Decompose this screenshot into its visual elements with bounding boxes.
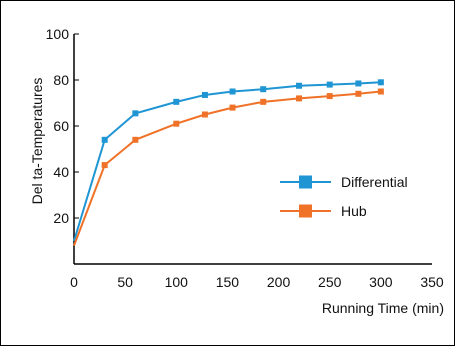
series-marker (377, 79, 384, 86)
legend: Differential Hub (280, 174, 408, 219)
legend-label: Differential (341, 174, 408, 190)
series-marker (201, 111, 208, 118)
series-marker (296, 95, 303, 102)
y-axis-label: Del ta-Temperatures (29, 78, 45, 205)
y-tick-label: 20 (53, 210, 69, 226)
x-axis-label: Running Time (min) (322, 300, 444, 316)
y-tick-label: 100 (46, 26, 70, 42)
series-marker (296, 82, 303, 89)
series-marker (132, 110, 139, 117)
series-marker (377, 88, 384, 95)
legend-marker (299, 204, 312, 218)
series-marker (326, 81, 333, 88)
x-tick-label: 350 (420, 274, 444, 290)
series-marker (101, 162, 108, 169)
series-marker (173, 98, 180, 105)
series-marker (201, 91, 208, 98)
x-tick-label: 150 (216, 274, 240, 290)
x-tick-label: 250 (318, 274, 342, 290)
series-marker (101, 136, 108, 143)
y-tick-label: 60 (53, 118, 69, 134)
x-tick-label: 0 (70, 274, 78, 290)
x-tick-label: 200 (267, 274, 291, 290)
series-layer (73, 79, 384, 246)
x-tick-label: 100 (165, 274, 189, 290)
legend-label: Hub (341, 203, 367, 219)
legend-marker (299, 175, 312, 189)
series-marker (132, 136, 139, 143)
y-tick-label: 40 (53, 164, 69, 180)
series-line (73, 81, 381, 242)
x-tick-label: 300 (369, 274, 393, 290)
y-tick-label: 80 (53, 72, 69, 88)
series-marker (355, 80, 362, 87)
series-line (73, 90, 381, 246)
series-marker (326, 93, 333, 100)
series-marker (355, 90, 362, 97)
series-marker (260, 86, 267, 93)
series-marker (260, 98, 267, 105)
series-marker (229, 88, 236, 95)
series-marker (173, 120, 180, 127)
x-tick-label: 50 (117, 274, 133, 290)
series-marker (229, 104, 236, 111)
axis-ticks: 20 40 60 80 100 0 50 100 150 200 250 300 350 (46, 26, 444, 290)
